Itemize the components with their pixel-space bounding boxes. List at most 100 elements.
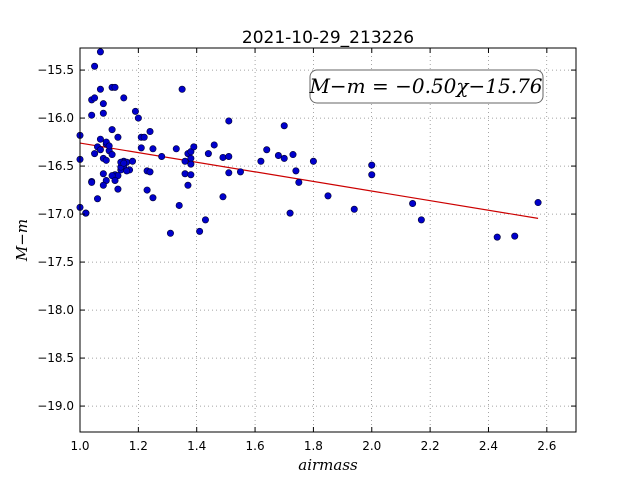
data-point — [493, 233, 501, 241]
data-point — [96, 135, 104, 143]
data-point — [187, 154, 195, 162]
data-point — [409, 200, 417, 208]
y-tick-labels: −15.5 −16.0 −16.5 −17.0 −17.5 −18.0 −18.5 −19.0 — [37, 63, 74, 413]
data-point — [201, 216, 209, 224]
data-point — [181, 170, 189, 178]
data-point — [123, 167, 131, 175]
data-point — [219, 153, 227, 161]
data-point — [158, 152, 166, 160]
data-point — [175, 201, 183, 209]
data-point — [129, 157, 137, 165]
data-point — [187, 171, 195, 179]
data-point — [111, 83, 119, 91]
grid — [79, 48, 576, 432]
x-tick-labels: 1.0 1.2 1.4 1.6 1.8 2.0 2.2 2.4 2.6 — [70, 439, 556, 453]
ticks — [79, 48, 576, 432]
data-point — [166, 229, 174, 237]
y-tick-label: −17.5 — [37, 255, 74, 269]
data-point — [292, 167, 300, 175]
data-point — [274, 152, 282, 160]
data-point — [368, 171, 376, 179]
data-point — [134, 114, 142, 122]
x-tick-label: 2.6 — [537, 439, 556, 453]
y-tick-label: −16.0 — [37, 111, 74, 125]
data-point — [534, 199, 542, 207]
x-tick-label: 2.0 — [362, 439, 381, 453]
x-tick-label: 2.4 — [479, 439, 498, 453]
data-point — [172, 145, 180, 153]
data-point — [99, 100, 107, 108]
chart-title: 2021-10-29_213226 — [242, 28, 414, 48]
data-point — [225, 117, 233, 125]
data-point — [88, 178, 96, 186]
data-point — [178, 85, 186, 93]
data-point — [91, 150, 99, 158]
data-point — [114, 185, 122, 193]
data-point — [417, 216, 425, 224]
data-point — [99, 109, 107, 117]
data-point — [181, 157, 189, 165]
data-point — [146, 168, 154, 176]
data-point — [350, 205, 358, 213]
data-point — [137, 144, 145, 152]
data-point — [146, 128, 154, 136]
data-point — [196, 227, 204, 235]
data-point — [149, 145, 157, 153]
x-tick-label: 1.2 — [129, 439, 148, 453]
x-tick-label: 1.6 — [246, 439, 265, 453]
data-point — [210, 141, 218, 149]
y-tick-label: −15.5 — [37, 63, 74, 77]
y-axis-label: M−m — [13, 219, 31, 262]
x-axis-label: airmass — [298, 456, 358, 474]
data-point — [511, 232, 519, 240]
y-tick-label: −18.5 — [37, 351, 74, 365]
data-point — [91, 62, 99, 70]
data-point — [120, 159, 128, 167]
x-tick-label: 1.8 — [304, 439, 323, 453]
data-point — [190, 143, 198, 151]
data-point — [280, 122, 288, 130]
data-point — [280, 154, 288, 162]
data-point — [140, 133, 148, 141]
data-point — [88, 111, 96, 119]
data-point — [99, 181, 107, 189]
data-point — [96, 85, 104, 93]
data-point — [309, 157, 317, 165]
x-tick-label: 2.2 — [421, 439, 440, 453]
data-point — [131, 107, 139, 115]
data-point — [184, 181, 192, 189]
data-point — [96, 146, 104, 154]
data-point — [105, 142, 113, 150]
data-point — [204, 150, 212, 158]
data-point — [236, 168, 244, 176]
data-point — [111, 176, 119, 184]
data-point — [143, 186, 151, 194]
data-point — [257, 157, 265, 165]
data-point — [286, 209, 294, 217]
data-point — [225, 152, 233, 160]
data-point — [187, 160, 195, 168]
y-tick-label: −16.5 — [37, 159, 74, 173]
fit-line — [79, 142, 539, 219]
fit-layer — [79, 142, 539, 219]
plot-frame — [79, 47, 577, 433]
y-tick-label: −17.0 — [37, 207, 74, 221]
data-point — [225, 169, 233, 177]
data-points — [76, 48, 542, 241]
data-point — [149, 194, 157, 202]
data-point — [82, 209, 90, 217]
data-point — [94, 195, 102, 203]
data-point — [91, 94, 99, 102]
data-point — [96, 48, 104, 56]
data-point — [324, 192, 332, 200]
fit-equation-text: M−m = −0.50χ−15.76 — [308, 74, 542, 98]
data-point — [108, 151, 116, 159]
x-tick-label: 1.0 — [70, 439, 89, 453]
x-tick-label: 1.4 — [187, 439, 206, 453]
data-point — [102, 156, 110, 164]
data-point — [219, 193, 227, 201]
data-point — [120, 94, 128, 102]
data-point — [263, 146, 271, 154]
data-point — [289, 151, 297, 159]
